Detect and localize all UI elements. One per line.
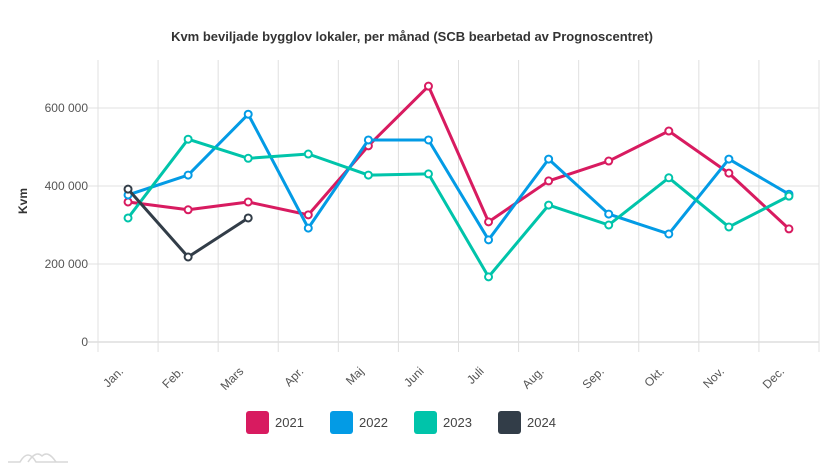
data-point[interactable] [724,222,734,232]
data-point[interactable] [363,135,373,145]
series-2021 [123,81,794,234]
x-tick-label: Nov. [700,364,727,391]
x-tick-label: Jan. [100,364,126,390]
data-point[interactable] [303,210,313,220]
data-point[interactable] [303,223,313,233]
legend-swatch [330,411,353,434]
data-point[interactable] [604,209,614,219]
y-tick-label: 400 000 [45,179,89,193]
legend-item-2022[interactable]: 2022 [330,411,388,434]
data-point[interactable] [544,154,554,164]
series-2023 [123,134,794,282]
legend-swatch [246,411,269,434]
legend-item-2024[interactable]: 2024 [498,411,556,434]
chart-title: Kvm beviljade bygglov lokaler, per månad… [171,29,653,44]
legend-label: 2021 [275,415,304,430]
data-point[interactable] [183,134,193,144]
logo-icon [8,453,68,463]
data-point[interactable] [183,170,193,180]
legend-swatch [414,411,437,434]
data-point[interactable] [484,217,494,227]
grid [88,60,820,352]
series-line [126,188,250,259]
y-axis-ticks: 0 200 000 400 000 600 000 [45,101,89,349]
series-2024 [123,184,253,262]
data-point[interactable] [604,156,614,166]
y-tick-label: 200 000 [45,257,89,271]
data-point[interactable] [423,169,433,179]
x-tick-label: Aug. [519,364,546,391]
series-line [127,84,790,230]
x-tick-label: Apr. [281,364,306,389]
data-point[interactable] [544,200,554,210]
legend-label: 2023 [443,415,472,430]
data-point[interactable] [303,149,313,159]
y-axis-label: Kvm [16,188,30,214]
legend: 2021 2022 2023 2024 [246,411,556,434]
legend-item-2023[interactable]: 2023 [414,411,472,434]
legend-swatch [498,411,521,434]
y-tick-label: 0 [81,335,88,349]
x-tick-label: Okt. [641,364,666,389]
data-point[interactable] [423,135,433,145]
data-point[interactable] [724,154,734,164]
data-point[interactable] [423,81,433,91]
legend-label: 2022 [359,415,388,430]
data-point[interactable] [183,205,193,215]
x-tick-label: Mars [218,364,247,393]
data-point[interactable] [123,184,133,194]
data-point[interactable] [363,170,373,180]
data-point[interactable] [484,272,494,282]
x-axis-ticks: Jan. Feb. Mars Apr. Maj Juni Juli Aug. Sep. Okt. N… [100,364,787,393]
data-point[interactable] [123,213,133,223]
x-tick-label: Sep. [579,364,606,391]
data-point[interactable] [664,173,674,183]
x-tick-label: Juli [464,364,487,387]
data-point[interactable] [243,109,253,119]
series-2022 [123,109,794,245]
data-point[interactable] [243,197,253,207]
x-tick-label: Juni [401,364,426,389]
legend-item-2021[interactable]: 2021 [246,411,304,434]
data-point[interactable] [664,229,674,239]
data-point[interactable] [243,213,253,223]
series-layer [123,81,794,282]
legend-label: 2024 [527,415,556,430]
data-point[interactable] [183,252,193,262]
x-tick-label: Dec. [760,364,787,391]
x-tick-label: Maj [343,364,367,388]
series-line [127,112,790,242]
data-point[interactable] [123,197,133,207]
data-point[interactable] [724,168,734,178]
data-point[interactable] [664,126,674,136]
data-point[interactable] [784,191,794,201]
data-point[interactable] [544,176,554,186]
series-line [126,137,790,279]
data-point[interactable] [243,153,253,163]
data-point[interactable] [484,235,494,245]
x-tick-label: Feb. [159,364,186,391]
y-tick-label: 600 000 [45,101,89,115]
data-point[interactable] [604,220,614,230]
data-point[interactable] [784,224,794,234]
